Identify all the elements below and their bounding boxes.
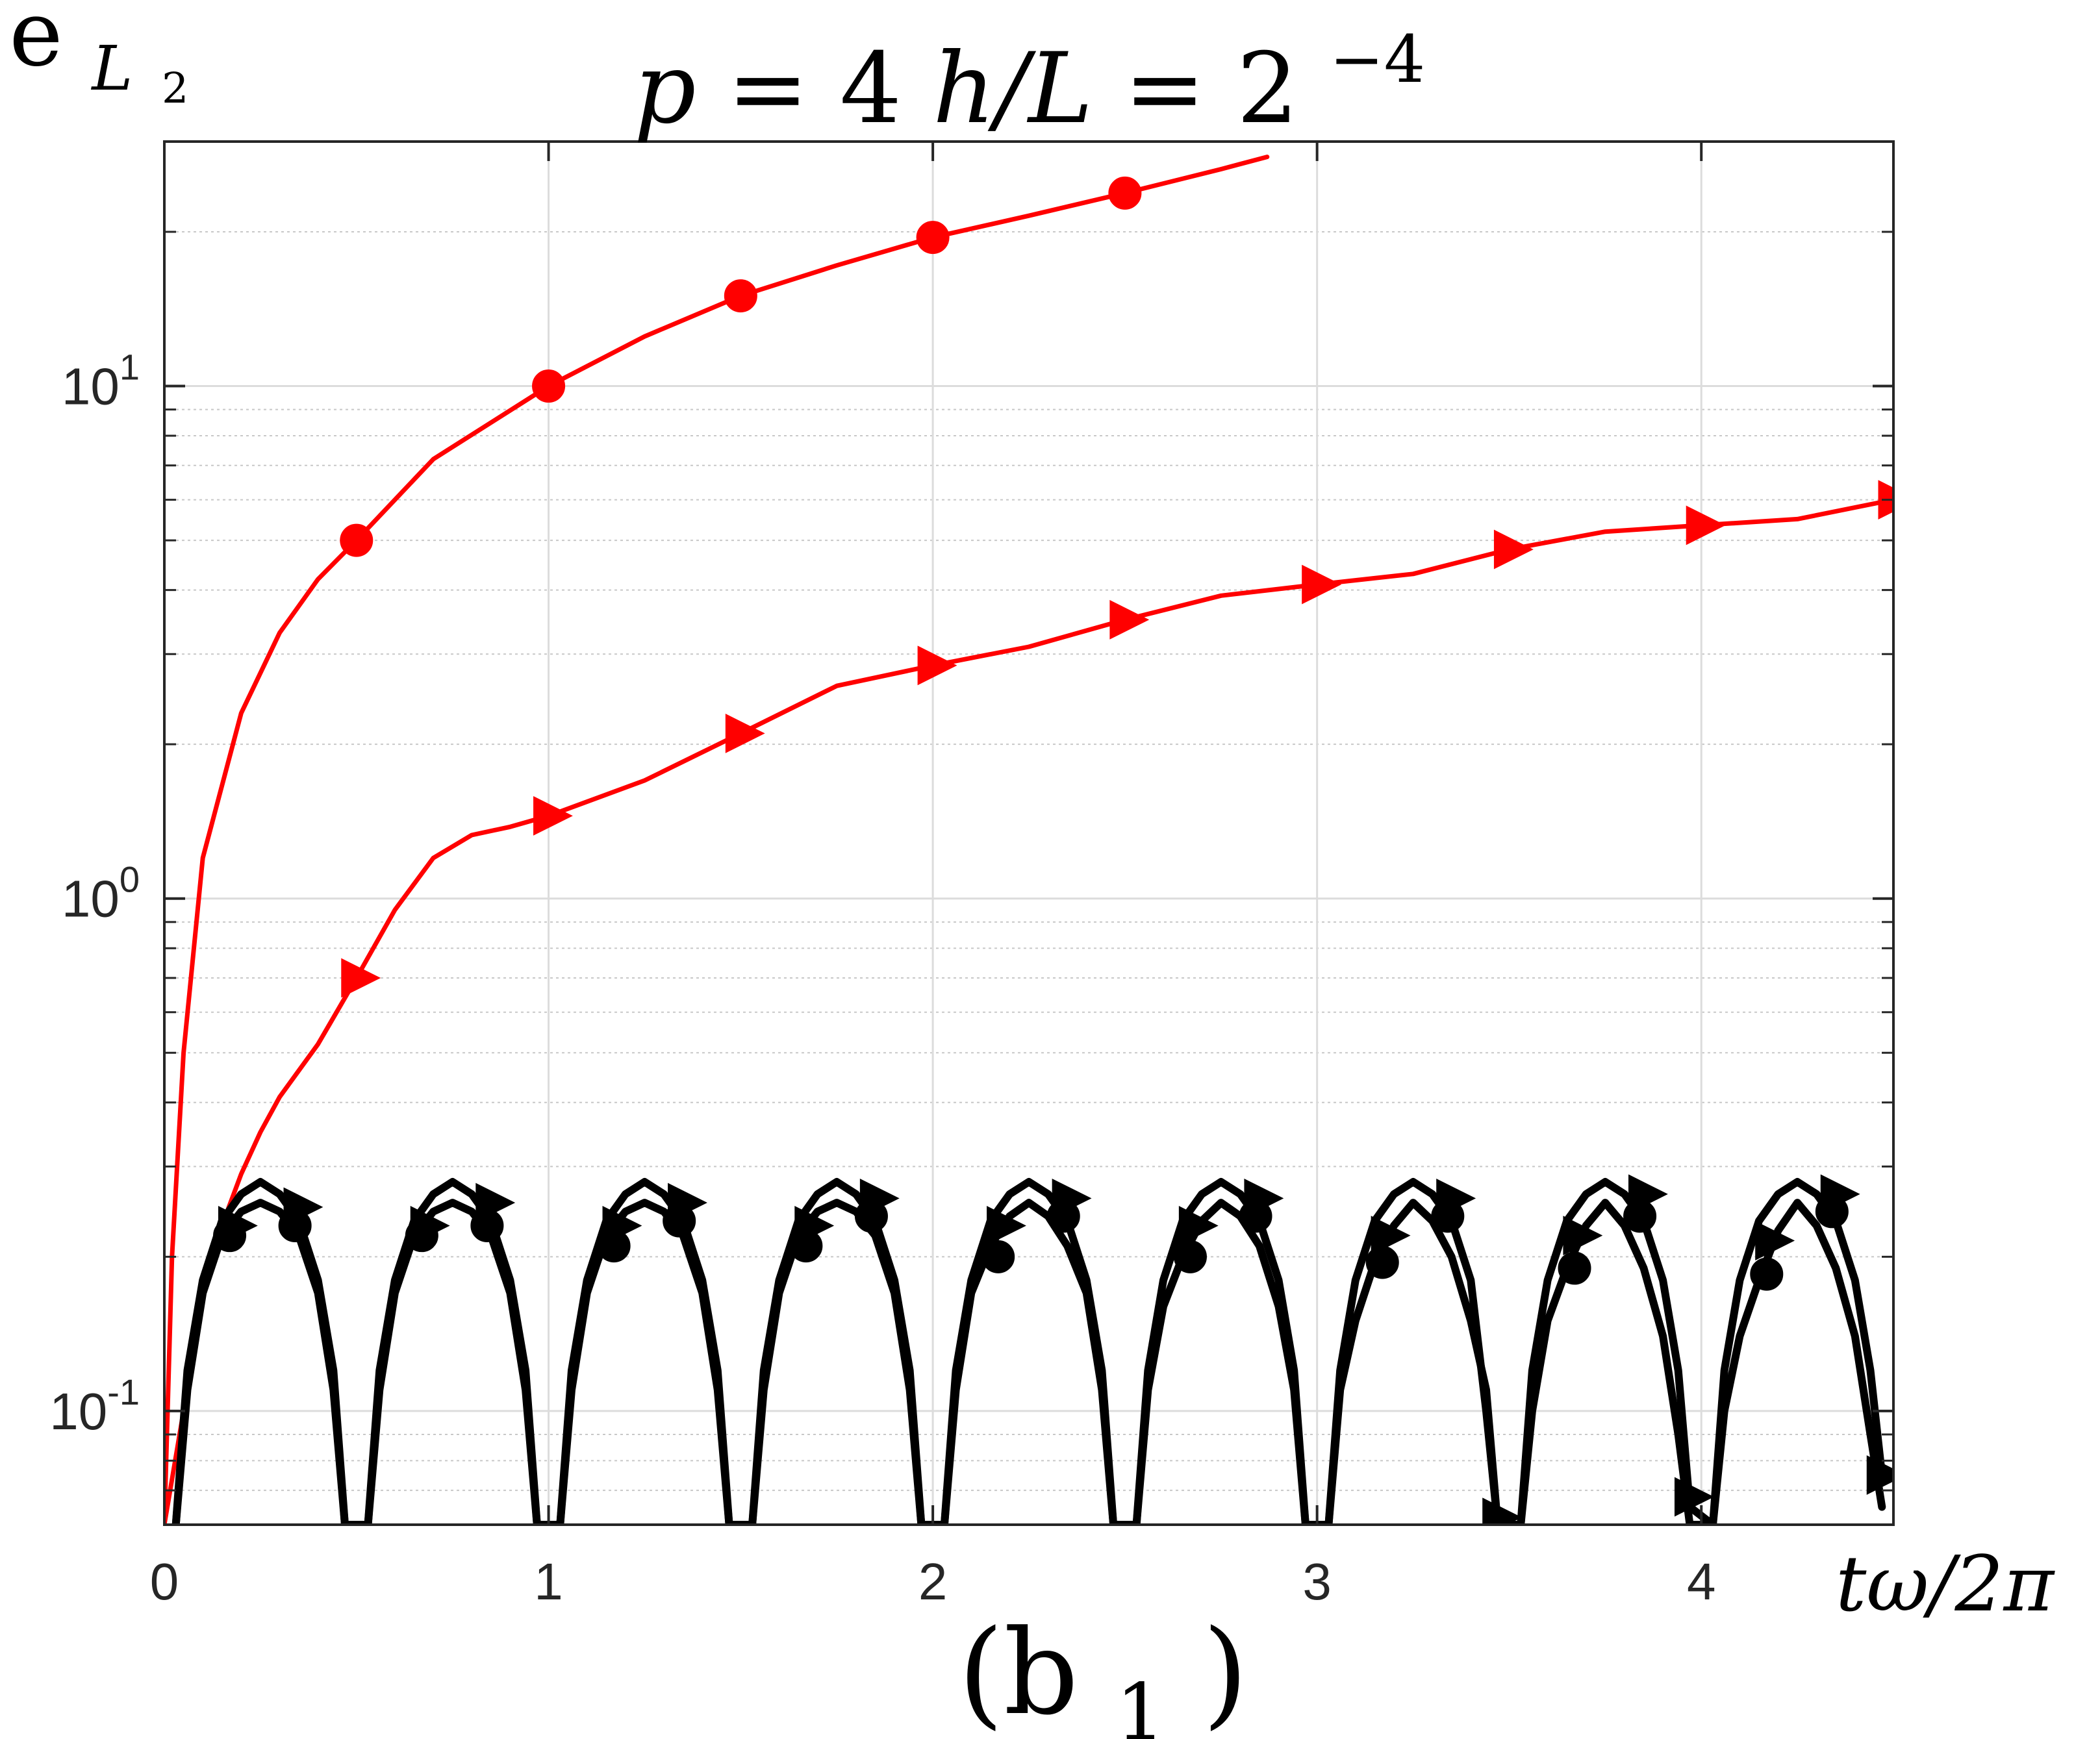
series-marker-circle — [532, 369, 566, 403]
panel-label-close: ) — [1202, 1605, 1248, 1739]
title-h-over-l: h/L — [933, 32, 1093, 145]
series-marker-triangle — [1482, 1497, 1523, 1525]
series-marker-triangle — [859, 1178, 900, 1218]
series-marker-triangle — [1755, 1221, 1795, 1260]
series-marker-triangle — [1820, 1174, 1860, 1214]
minor-gridlines — [164, 141, 1893, 1525]
y-tick-label: 101 — [62, 347, 140, 416]
series-marker-triangle — [1371, 1216, 1411, 1256]
series-marker-triangle — [1436, 1178, 1476, 1218]
series-marker-triangle — [1109, 599, 1150, 640]
series-marker-triangle — [1628, 1174, 1668, 1214]
y-label-sub: L — [90, 33, 133, 105]
y-tick-exponent: -1 — [107, 1371, 140, 1412]
y-label-e: e — [9, 0, 63, 87]
x-tick-labels: 0 1 2 3 4 — [150, 1553, 1716, 1610]
series-marker-triangle — [1674, 1477, 1714, 1517]
title-equals-2: = — [1124, 32, 1236, 145]
series-marker-triangle — [1244, 1178, 1284, 1218]
series-marker-triangle — [668, 1182, 707, 1223]
series-marker-triangle — [1563, 1216, 1603, 1256]
series-marker-triangle — [1052, 1178, 1092, 1218]
y-tick-base: 10 — [62, 870, 120, 928]
series-marker-circle — [340, 523, 373, 557]
series-marker-triangle — [917, 645, 957, 686]
series-marker-circle — [916, 221, 950, 255]
x-tick-label: 1 — [534, 1553, 563, 1610]
series-marker-triangle — [410, 1206, 450, 1245]
series-marker-triangle — [1302, 564, 1342, 605]
series-marker-triangle — [533, 795, 573, 836]
series-layer — [164, 155, 1893, 1525]
series-marker-circle — [1558, 1251, 1591, 1285]
series-marker-triangle — [1866, 1455, 1893, 1495]
series-marker-triangle — [794, 1206, 835, 1245]
series-line-2 — [171, 1199, 1886, 1525]
axes-box — [163, 140, 1895, 1526]
series-marker-triangle — [341, 958, 381, 998]
y-label-subsub: 2 — [162, 64, 188, 113]
panel-label-main: (b — [958, 1605, 1078, 1739]
series-marker-triangle — [475, 1182, 516, 1223]
series-marker-triangle — [725, 714, 765, 753]
series-line-3 — [171, 1178, 1886, 1525]
x-axis-label: tω/2π — [1836, 1539, 2055, 1629]
y-axis-label: e L 2 — [9, 0, 188, 113]
series-marker-circle — [1173, 1240, 1207, 1273]
series-line-0 — [164, 155, 1270, 1525]
chart-title: p = 4 h/L = 2 −4 — [634, 21, 1426, 145]
series-line-1 — [164, 497, 1893, 1525]
major-gridlines — [164, 142, 1893, 1525]
series-marker-circle — [981, 1240, 1015, 1273]
series-marker-circle — [1108, 176, 1142, 210]
series-marker-triangle — [283, 1187, 323, 1227]
series-marker-circle — [1750, 1257, 1784, 1291]
title-p-value: 4 — [840, 32, 902, 145]
plot-area — [164, 142, 1893, 1525]
x-tick-label: 0 — [150, 1553, 179, 1610]
panel-label-sub: 1 — [1116, 1668, 1165, 1739]
series-marker-triangle — [987, 1206, 1026, 1245]
series-marker-triangle — [602, 1206, 642, 1245]
panel-label: (b 1 ) — [958, 1605, 1248, 1739]
series-marker-triangle — [1686, 505, 1726, 545]
y-tick-label: 100 — [62, 859, 140, 928]
y-tick-exponent: 1 — [120, 347, 140, 388]
y-tick-base: 10 — [49, 1382, 107, 1440]
y-tick-label: 10-1 — [49, 1371, 140, 1440]
x-tick-label: 4 — [1687, 1553, 1716, 1610]
series-marker-triangle — [1493, 529, 1534, 569]
tick-marks — [163, 140, 1893, 1526]
title-equals-1: = — [727, 32, 839, 145]
series-marker-circle — [724, 279, 757, 313]
y-tick-base: 10 — [62, 358, 120, 416]
series-marker-triangle — [1178, 1206, 1219, 1245]
y-tick-exponent: 0 — [120, 859, 140, 900]
title-exponent: −4 — [1330, 21, 1425, 97]
title-base: 2 — [1237, 32, 1298, 145]
title-p-symbol: p — [634, 32, 696, 145]
series-marker-triangle — [218, 1206, 258, 1245]
x-tick-label: 3 — [1302, 1553, 1332, 1610]
x-tick-label: 2 — [918, 1553, 948, 1610]
